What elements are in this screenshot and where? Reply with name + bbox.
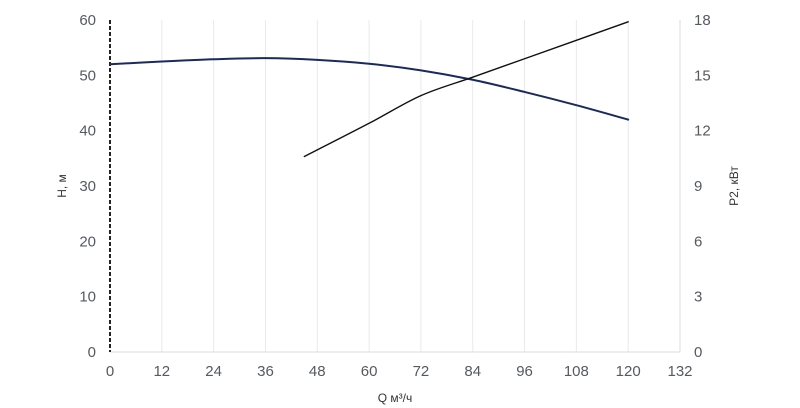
head-curve-line [109,57,630,121]
y-left-tick-label: 0 [88,344,96,361]
x-tick-label: 24 [205,363,222,380]
y-right-tick-label: 6 [694,233,702,250]
x-tick-label: 60 [361,363,378,380]
y-right-tick-label: 12 [694,123,711,140]
y-left-tick-label: 50 [79,67,96,84]
y-right-tick-label: 0 [694,344,702,361]
y-right-axis-title: P2, кВт [727,166,741,206]
y-left-tick-label: 30 [79,178,96,195]
x-tick-labels: 0 12 24 36 48 60 72 84 96 108 120 132 [106,363,693,380]
y-left-tick-label: 60 [79,12,96,29]
y-left-tick-label: 20 [79,233,96,250]
x-axis-title: Q м³/ч [378,391,413,405]
x-tick-label: 120 [616,363,641,380]
x-tick-label: 12 [153,363,170,380]
x-tick-label: 96 [516,363,533,380]
y-left-tick-labels: 0 10 20 30 40 50 60 [79,12,96,361]
y-right-tick-labels: 0 3 6 9 12 15 18 [694,12,711,361]
y-left-axis-title: H, м [55,174,69,198]
y-right-tick-label: 18 [694,12,711,29]
y-right-tick-label: 15 [694,67,711,84]
y-left-tick-label: 40 [79,123,96,140]
y-left-tick-label: 10 [79,289,96,306]
x-tick-label: 36 [257,363,274,380]
chart-axes [109,20,681,353]
x-tick-label: 72 [413,363,430,380]
x-tick-label: 132 [667,363,692,380]
power-curve-line [303,21,629,158]
y-right-tick-label: 9 [694,178,702,195]
chart-series [109,21,630,158]
x-tick-label: 84 [464,363,481,380]
x-tick-label: 0 [106,363,114,380]
y-right-tick-label: 3 [694,289,702,306]
x-tick-label: 48 [309,363,326,380]
x-tick-label: 108 [564,363,589,380]
